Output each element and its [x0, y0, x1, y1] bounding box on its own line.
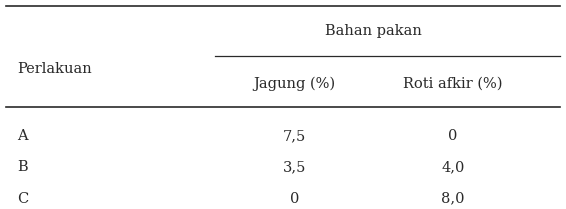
Text: Roti afkir (%): Roti afkir (%) — [403, 77, 503, 90]
Text: 7,5: 7,5 — [282, 129, 306, 143]
Text: C: C — [17, 192, 28, 205]
Text: 0: 0 — [290, 192, 299, 205]
Text: 3,5: 3,5 — [282, 160, 306, 174]
Text: 4,0: 4,0 — [441, 160, 465, 174]
Text: Jagung (%): Jagung (%) — [253, 76, 336, 91]
Text: A: A — [17, 129, 28, 143]
Text: Bahan pakan: Bahan pakan — [325, 24, 422, 38]
Text: Perlakuan: Perlakuan — [17, 62, 92, 76]
Text: 0: 0 — [448, 129, 457, 143]
Text: B: B — [17, 160, 28, 174]
Text: 8,0: 8,0 — [441, 192, 465, 205]
